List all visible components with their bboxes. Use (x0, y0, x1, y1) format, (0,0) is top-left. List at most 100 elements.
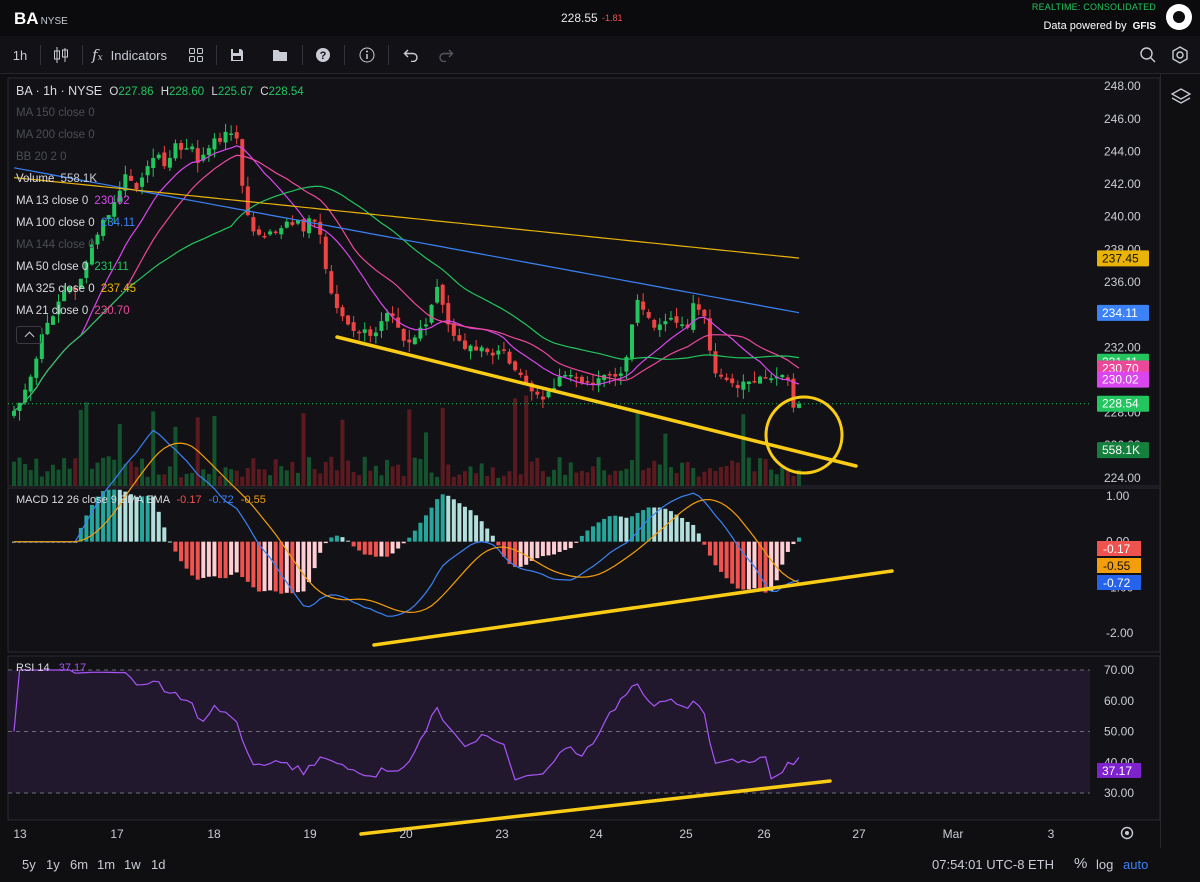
macd-hist-bar (652, 507, 657, 542)
candle-body (719, 374, 724, 377)
study-row[interactable]: BB 20 2 0 (16, 146, 304, 168)
folder-icon[interactable] (270, 44, 290, 66)
indicators-button[interactable]: fx Indicators (92, 44, 180, 66)
volume-bar (563, 474, 568, 486)
volume-bar (89, 468, 94, 486)
auto-scale-button[interactable]: auto (1123, 857, 1149, 872)
range-6m[interactable]: 6m (70, 857, 89, 872)
collapse-legend-button[interactable] (16, 326, 42, 344)
candle-body (268, 231, 273, 235)
volume-bar (746, 457, 751, 486)
volume-bar (574, 472, 579, 486)
volume-bar (245, 467, 250, 486)
macd-hist-bar (446, 495, 451, 542)
candle-body (368, 329, 373, 336)
help-icon[interactable]: ? (314, 44, 332, 66)
candle-body (579, 376, 584, 384)
macd-hist-bar (240, 541, 245, 578)
volume-bar (73, 458, 78, 486)
volume-bar (546, 476, 551, 486)
volume-bar (591, 466, 596, 486)
symbol-title[interactable]: BA NYSE (14, 9, 68, 28)
macd-hist-bar (435, 499, 440, 542)
macd-hist-bar (563, 541, 568, 550)
time-label: 3 (1048, 827, 1055, 841)
layout-grid-icon[interactable] (186, 44, 206, 66)
volume-bar (758, 458, 763, 486)
macd-hist-bar (513, 541, 518, 567)
volume-bar (485, 475, 490, 486)
candle-body (357, 331, 362, 334)
volume-bar (607, 474, 612, 486)
redo-icon[interactable] (437, 44, 455, 66)
candle-body (184, 148, 189, 150)
settings-icon[interactable] (1170, 44, 1190, 66)
macd-hist-bar (763, 541, 768, 593)
macd-hist-bar (674, 514, 679, 542)
range-1m[interactable]: 1m (97, 857, 116, 872)
study-row[interactable]: MA 150 close 0 (16, 102, 304, 124)
brand-logo-icon[interactable] (1166, 4, 1192, 30)
study-row[interactable]: Volume 558.1K (16, 168, 304, 190)
volume-bar (340, 419, 345, 486)
study-row[interactable]: MA 325 close 0 237.45 (16, 278, 304, 300)
macd-hist-bar (496, 541, 501, 546)
volume-bar (791, 475, 796, 486)
rsi-line (13, 669, 800, 781)
macd-hist-bar (657, 507, 662, 542)
study-row[interactable]: MA 100 close 0 234.11 (16, 212, 304, 234)
study-row[interactable]: MA 13 close 0 230.02 (16, 190, 304, 212)
candles-icon[interactable] (50, 44, 72, 66)
volume-bar (518, 474, 523, 486)
candle-body (780, 375, 785, 378)
range-5y[interactable]: 5y (22, 857, 36, 872)
candle-body (295, 219, 300, 224)
axis-settings-icon[interactable] (1120, 826, 1134, 840)
macd-hist-bar (591, 526, 596, 542)
study-row[interactable]: MA 144 close 0 (16, 234, 304, 256)
candle-body (201, 154, 206, 161)
macd-hist-bar (279, 541, 284, 594)
range-1w[interactable]: 1w (124, 857, 141, 872)
macd-hist-bar (245, 541, 250, 582)
interval-button[interactable]: 1h (12, 47, 28, 63)
candle-body (179, 143, 184, 150)
rsi-legend: RSI 14 37.17 (16, 662, 87, 674)
macd-hist-bar (680, 517, 685, 542)
session-button[interactable]: ETH (1028, 857, 1054, 872)
percent-scale-button[interactable]: % (1074, 855, 1088, 872)
candle-body (524, 375, 529, 384)
candle-body (557, 376, 562, 387)
candle-body (474, 346, 479, 351)
time-label: 20 (399, 827, 413, 841)
candle-body (741, 381, 746, 390)
macd-hist-bar (418, 522, 423, 542)
macd-hist-bar (256, 541, 261, 592)
search-icon[interactable] (1138, 44, 1158, 66)
study-row[interactable]: MA 50 close 0 231.11 (16, 256, 304, 278)
study-row[interactable]: MA 200 close 0 (16, 124, 304, 146)
save-icon[interactable] (228, 44, 246, 66)
volume-bar (240, 476, 245, 486)
volume-bar (45, 471, 50, 486)
candle-body (680, 324, 685, 326)
time-label: 25 (679, 827, 693, 841)
candle-body (546, 391, 551, 398)
undo-icon[interactable] (402, 44, 420, 66)
macd-hist-bar (557, 541, 562, 552)
macd-hist-bar (206, 541, 211, 577)
price-chart[interactable]: 248.00246.00244.00242.00240.00238.00236.… (0, 74, 1200, 882)
study-row[interactable]: MA 21 close 0 230.70 (16, 300, 304, 322)
range-1d[interactable]: 1d (151, 857, 166, 872)
macd-hist-bar (173, 541, 178, 552)
volume-bar (474, 473, 479, 486)
info-icon[interactable] (358, 44, 376, 66)
candle-body (451, 323, 456, 336)
layers-icon[interactable] (1170, 86, 1192, 108)
log-scale-button[interactable]: log (1096, 857, 1114, 872)
volume-bar (423, 432, 428, 486)
price-badge (1097, 250, 1149, 267)
macd-pane (7, 487, 1161, 653)
range-1y[interactable]: 1y (46, 857, 60, 872)
candle-body (73, 287, 78, 291)
